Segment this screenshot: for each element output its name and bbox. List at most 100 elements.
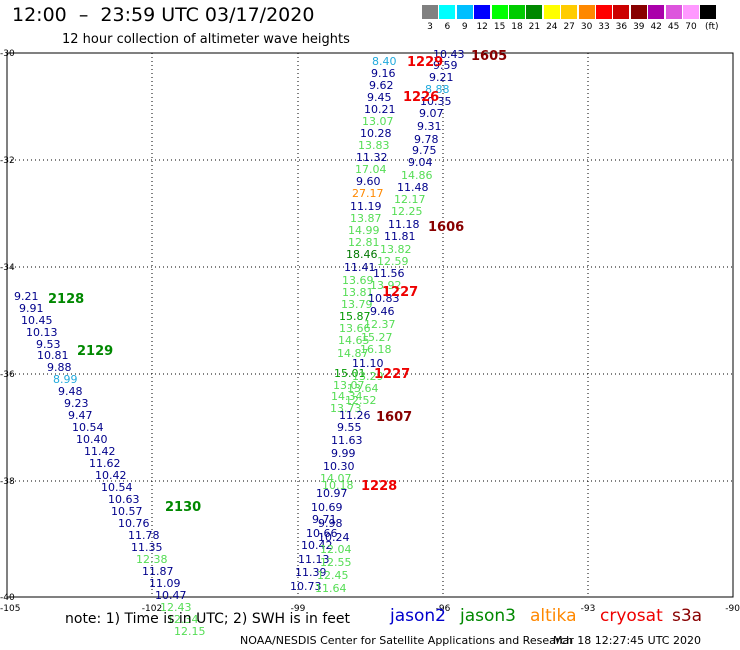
wave-height-label: 10.42 <box>301 539 333 552</box>
wave-height-label: 11.41 <box>344 261 376 274</box>
wave-height-label: 10.40 <box>76 433 108 446</box>
wave-height-label: 9.21 <box>429 71 454 84</box>
wave-height-label: 9.98 <box>318 517 343 530</box>
wave-height-label: 9.78 <box>414 133 439 146</box>
legend-swatch <box>700 5 717 19</box>
wave-height-label: 13.64 <box>347 382 379 395</box>
wave-height-label: 13.79 <box>341 298 373 311</box>
wave-height-label: 9.48 <box>58 385 83 398</box>
lon-tick-label: -105 <box>0 604 20 614</box>
wave-height-label: 11.19 <box>350 200 382 213</box>
wave-height-label: 10.28 <box>360 127 392 140</box>
satellite-name: s3a <box>672 606 703 626</box>
wave-height-label: 13.07 <box>333 379 365 392</box>
wave-height-label: 9.31 <box>417 120 442 133</box>
wave-height-label: 10.54 <box>72 421 104 434</box>
pass-time-label: 2129 <box>77 344 113 359</box>
wave-height-label: 9.75 <box>412 144 437 157</box>
legend-label: 15 <box>493 22 506 32</box>
pass-time-label: 1606 <box>428 220 464 235</box>
lon-tick-label: -102 <box>142 604 162 614</box>
wave-height-label: 11.62 <box>89 457 121 470</box>
wave-height-label: 9.16 <box>371 67 396 80</box>
pass-time-label: 1227 <box>382 285 418 300</box>
wave-height-label: 11.42 <box>84 445 116 458</box>
wave-height-label: 12.15 <box>174 625 206 638</box>
wave-height-label: 9.60 <box>356 175 381 188</box>
wave-height-label: 11.56 <box>373 267 405 280</box>
satellite-name: altika <box>530 606 577 626</box>
legend-swatch <box>665 5 682 19</box>
lat-tick-label: -30 <box>0 49 15 59</box>
legend-unit: (ft) <box>705 22 719 32</box>
wave-height-label: 11.26 <box>339 409 371 422</box>
legend-swatch <box>630 5 647 19</box>
wave-height-label: 14.86 <box>401 169 433 182</box>
legend-swatch <box>613 5 630 19</box>
wave-height-label: 12.37 <box>364 318 396 331</box>
wave-height-label: 12.52 <box>345 394 377 407</box>
lat-tick-label: -34 <box>0 263 15 273</box>
lat-tick-label: -38 <box>0 477 15 487</box>
wave-height-label: 13.29 <box>352 370 384 383</box>
legend-label: 42 <box>650 22 662 32</box>
satellite-name: jason3 <box>460 606 516 626</box>
wave-height-label: 8.40 <box>372 55 397 68</box>
wave-height-label: 9.46 <box>370 305 395 318</box>
wave-height-label: 11.39 <box>295 566 327 579</box>
wave-height-label: 9.23 <box>64 397 89 410</box>
wave-height-label: 9.88 <box>47 361 72 374</box>
wave-height-label: 27.17 <box>352 187 384 200</box>
wave-height-label: 10.21 <box>364 103 396 116</box>
pass-time-label: 1229 <box>407 55 443 70</box>
lat-tick-label: -36 <box>0 370 15 380</box>
legend-swatch <box>561 5 578 19</box>
pass-time-label: 2128 <box>48 292 84 307</box>
wave-height-label: 9.62 <box>369 79 394 92</box>
pass-time-label: 2130 <box>165 500 201 515</box>
wave-height-label: 11.13 <box>298 553 330 566</box>
pass-time-label: 1605 <box>471 49 507 64</box>
wave-height-label: 10.81 <box>37 349 69 362</box>
wave-height-label: 13.07 <box>362 115 394 128</box>
legend-swatch <box>491 5 508 19</box>
wave-height-label: 8.88 <box>425 83 450 96</box>
wave-height-label: 13.66 <box>339 322 371 335</box>
wave-height-label: 10.73 <box>290 580 322 593</box>
wave-height-label: 12.38 <box>136 553 168 566</box>
wave-height-label: 12.04 <box>320 543 352 556</box>
legend-swatch <box>578 5 595 19</box>
wave-height-label: 12.45 <box>317 569 349 582</box>
wave-height-label: 10.30 <box>323 460 355 473</box>
legend-label: 30 <box>580 22 593 32</box>
wave-height-label: 12.34 <box>167 613 199 626</box>
wave-height-label: 12.25 <box>391 205 423 218</box>
legend-swatch <box>526 5 543 19</box>
wave-height-label: 10.35 <box>420 95 452 108</box>
wave-height-label: 11.09 <box>149 577 181 590</box>
wave-height-label: 10.76 <box>118 517 150 530</box>
wave-height-label: 10.45 <box>21 314 53 327</box>
lon-tick-label: -93 <box>581 604 596 614</box>
wave-height-label: 9.45 <box>367 91 392 104</box>
wave-height-label: 11.64 <box>315 582 347 595</box>
lon-tick-label: -99 <box>291 604 306 614</box>
pass-time-label: 1607 <box>376 410 412 425</box>
legend-label: 9 <box>461 22 468 32</box>
legend-label: 24 <box>546 22 558 32</box>
legend-swatch <box>439 5 456 19</box>
legend-label: 21 <box>528 22 541 32</box>
map-subtitle: 12 hour collection of altimeter wave hei… <box>62 32 350 47</box>
satellite-name: jason2 <box>390 606 446 626</box>
footer-timestamp: Mar 18 12:27:45 UTC 2020 <box>553 634 701 647</box>
wave-height-label: 16.18 <box>360 343 392 356</box>
legend-label: 6 <box>444 22 451 32</box>
legend-label: 12 <box>476 22 488 32</box>
wave-height-label: 11.81 <box>384 230 416 243</box>
wave-height-label: 9.99 <box>331 447 356 460</box>
wave-height-label: 11.87 <box>142 565 174 578</box>
wave-height-label: 9.47 <box>68 409 93 422</box>
wave-height-label: 10.43 <box>433 48 465 61</box>
wave-height-label: 12.81 <box>348 236 380 249</box>
